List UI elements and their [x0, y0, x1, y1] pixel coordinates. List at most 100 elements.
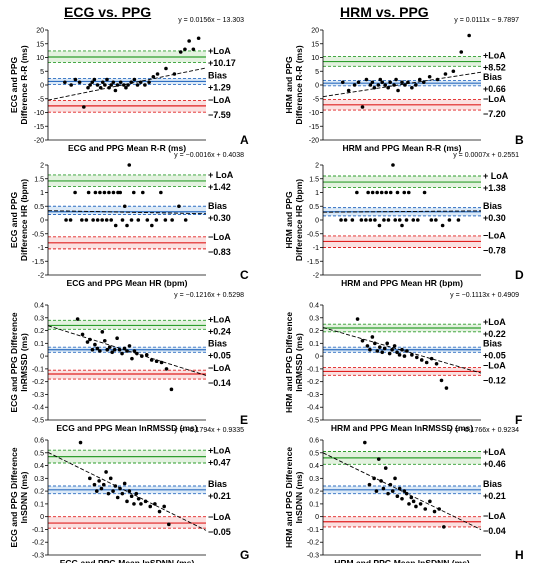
y-tick-label-b-8: 20: [311, 28, 319, 35]
data-point-h-13: [397, 486, 402, 491]
bias-name-c: Bias: [208, 201, 227, 211]
y-axis-label-e: ECG and PPG DifferencelnRMSSD (ms): [9, 312, 29, 412]
data-point-a-18: [115, 83, 120, 87]
y-tick-label-h-7: 0.4: [309, 463, 319, 470]
y-tick-label-e-2: -0.3: [32, 392, 44, 399]
data-point-b-3: [356, 80, 361, 85]
data-point-d-10: [375, 190, 379, 195]
y-axis-label-line-d-0: HRM and PPG: [284, 191, 294, 249]
trend-line-d: [322, 210, 482, 213]
data-point-b-24: [421, 80, 426, 85]
data-point-d-17: [391, 163, 395, 167]
x-axis-label-c: ECG and PPG Mean HR (bpm): [67, 278, 188, 288]
data-point-g-9: [108, 476, 113, 481]
data-point-f-8: [380, 350, 385, 355]
panel-letter-c: C: [240, 268, 249, 282]
data-point-e-1: [80, 332, 85, 337]
y-tick-label-c-6: 1: [40, 190, 44, 197]
data-point-b-0: [340, 80, 345, 85]
data-point-a-27: [143, 83, 147, 87]
bias-name-h: Bias: [483, 479, 502, 489]
data-point-e-29: [169, 387, 174, 392]
y-axis-label-line-f-1: lnRMSSD (ms): [294, 333, 304, 392]
data-point-b-26: [435, 77, 440, 82]
data-point-g-25: [153, 502, 157, 506]
y-tick-label-d-5: 0.5: [309, 204, 319, 211]
y-tick-label-d-6: 1: [315, 190, 319, 197]
y-tick-label-e-6: 0.1: [34, 341, 44, 348]
data-point-c-1: [68, 218, 73, 222]
data-point-f-10: [385, 341, 389, 346]
equation-a: y = 0.0156x − 13.303: [178, 17, 244, 24]
y-tick-label-b-4: 0: [315, 83, 319, 90]
y-tick-label-f-1: -0.4: [307, 405, 319, 412]
data-point-h-4: [376, 457, 381, 461]
y-axis-label-line-g-1: lnSDNN (ms): [19, 471, 29, 523]
y-tick-label-d-0: -2: [313, 273, 319, 280]
data-point-b-11: [380, 80, 385, 85]
upper-loa-value-c: +1.42: [208, 182, 231, 192]
data-point-c-20: [122, 204, 127, 209]
data-point-e-11: [107, 345, 112, 349]
x-axis-label-f: HRM and PPG Mean lnRMSSD (ms): [331, 423, 473, 433]
y-tick-label-a-1: -15: [34, 124, 44, 131]
lower-loa-ci-band-e: [48, 370, 206, 380]
data-point-a-12: [103, 83, 107, 87]
upper-loa-value-d: +1.38: [483, 183, 506, 193]
lower-loa-name-h: −LoA: [483, 511, 506, 521]
lower-loa-ci-band-g: [48, 516, 206, 529]
y-tick-label-g-1: -0.2: [32, 540, 44, 547]
equation-g: y = −0.1794x + 0.9335: [174, 427, 244, 434]
data-point-a-22: [126, 83, 130, 87]
data-point-d-11: [377, 223, 382, 228]
data-point-a-5: [86, 85, 90, 90]
y-axis-label-line-a-0: ECG and PPG: [9, 57, 19, 114]
data-point-e-3: [88, 337, 92, 342]
y-tick-label-h-1: -0.2: [307, 540, 319, 547]
y-tick-label-h-9: 0.6: [309, 438, 319, 445]
y-tick-label-b-6: 10: [311, 55, 319, 62]
y-tick-label-e-4: -0.1: [32, 366, 44, 373]
data-point-g-13: [118, 486, 122, 491]
y-tick-label-f-6: 0.1: [309, 341, 319, 348]
data-point-a-15: [109, 83, 113, 87]
data-point-c-32: [170, 218, 174, 222]
bias-value-d: +0.30: [483, 213, 506, 223]
data-point-g-22: [139, 502, 143, 506]
data-point-a-21: [124, 85, 128, 90]
data-point-e-2: [85, 340, 90, 344]
data-point-g-21: [136, 496, 141, 501]
x-axis-label-h: HRM and PPG Mean lnSDNN (ms): [334, 558, 470, 563]
y-tick-label-g-8: 0.5: [34, 450, 44, 457]
y-tick-label-h-6: 0.3: [309, 476, 319, 483]
y-tick-label-d-1: -1.5: [307, 259, 319, 266]
data-point-d-26: [416, 218, 420, 222]
data-point-d-4: [359, 218, 364, 222]
data-point-g-20: [134, 491, 139, 496]
data-point-c-29: [154, 218, 159, 222]
data-point-c-10: [100, 218, 104, 222]
y-tick-label-b-3: -5: [313, 96, 319, 103]
panel-letter-e: E: [240, 413, 248, 427]
y-tick-label-b-5: 5: [315, 69, 319, 76]
data-point-c-13: [107, 190, 111, 195]
data-point-d-29: [434, 218, 438, 222]
data-point-h-15: [402, 489, 407, 493]
y-tick-label-c-7: 1.5: [34, 176, 44, 183]
data-point-a-11: [100, 80, 105, 85]
lower-loa-value-h: −0.04: [483, 526, 506, 536]
y-tick-label-a-4: 0: [40, 83, 44, 90]
y-tick-label-d-7: 1.5: [309, 176, 319, 183]
data-point-e-0: [75, 317, 80, 321]
data-point-h-22: [423, 507, 428, 511]
data-point-b-20: [406, 80, 410, 85]
data-point-h-25: [437, 507, 441, 511]
data-point-e-27: [159, 360, 164, 365]
upper-loa-name-h: +LoA: [483, 447, 506, 457]
data-point-d-25: [411, 218, 416, 222]
data-point-g-15: [122, 481, 127, 486]
data-point-a-0: [63, 80, 67, 85]
data-point-e-8: [100, 330, 105, 334]
data-point-f-14: [395, 350, 399, 355]
panel-letter-g: G: [240, 548, 249, 562]
